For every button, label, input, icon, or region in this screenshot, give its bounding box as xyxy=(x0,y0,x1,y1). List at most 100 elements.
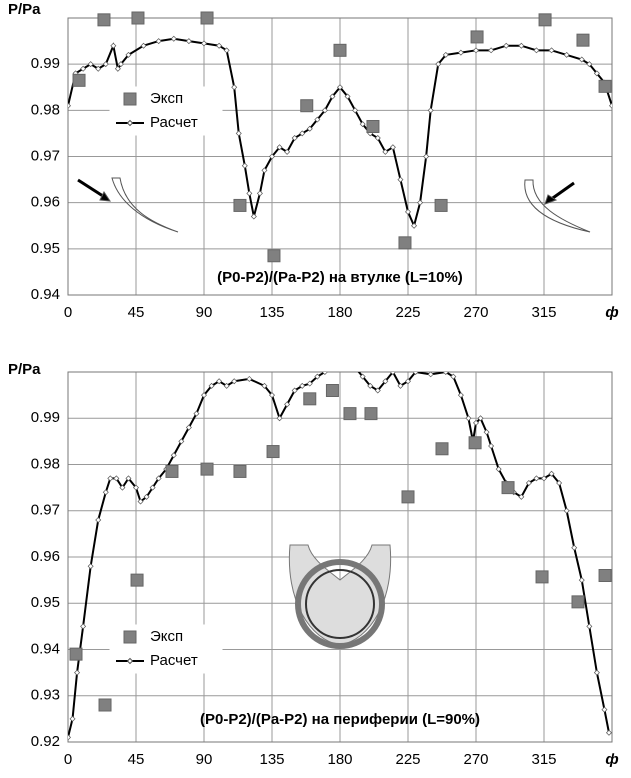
calc-point xyxy=(503,42,510,49)
calc-point xyxy=(427,372,434,378)
legend-label: Расчет xyxy=(150,114,198,131)
calc-point xyxy=(74,669,81,676)
calc-point xyxy=(359,373,366,380)
exp-point xyxy=(200,11,214,25)
exp-point xyxy=(233,464,247,478)
y-tick-label: 0.96 xyxy=(31,548,60,565)
calc-point xyxy=(185,38,192,45)
calc-point xyxy=(241,162,248,169)
calc-point xyxy=(427,107,434,114)
calc-point xyxy=(193,410,200,417)
legend-swatch-marker xyxy=(126,119,134,127)
calc-point xyxy=(593,70,600,77)
calc-point xyxy=(216,42,223,49)
calc-point xyxy=(352,107,359,114)
x-tick-label: 315 xyxy=(531,304,556,321)
y-axis-label: P/Pa xyxy=(8,1,41,18)
calc-point xyxy=(609,102,612,109)
calc-point xyxy=(397,176,404,183)
calc-point xyxy=(382,378,389,385)
plot-frame xyxy=(67,17,613,296)
calc-point xyxy=(284,401,291,408)
calc-point xyxy=(155,475,162,482)
calc-point xyxy=(261,382,268,389)
exp-point xyxy=(325,384,339,397)
calc-point xyxy=(235,130,242,137)
calc-point xyxy=(405,208,411,215)
calc-point xyxy=(276,144,283,151)
calc-point xyxy=(69,715,76,722)
calc-point xyxy=(155,38,162,45)
chart: 0.94 0.95 0.96 0.97 0.98 0.99 0 45 90 135 180 225 27… xyxy=(8,1,619,321)
legend-label: Эксп xyxy=(150,628,183,645)
exp-point xyxy=(98,698,112,712)
calc-point xyxy=(143,493,150,500)
y-tick-label: 0.95 xyxy=(31,594,60,611)
calc-point xyxy=(95,517,102,523)
calc-point xyxy=(586,61,593,68)
exp-point xyxy=(535,570,549,584)
calc-point xyxy=(338,351,343,356)
exp-point xyxy=(69,647,83,661)
calc-point xyxy=(533,475,540,482)
calc-point xyxy=(314,116,321,123)
calc-point xyxy=(518,493,525,500)
calc-point xyxy=(102,61,109,68)
calc-point xyxy=(605,729,612,736)
x-tick-label: 180 xyxy=(327,304,352,321)
annotation: (P0-P2)/(Pa-P2) на втулке (L=10%) xyxy=(217,269,463,286)
calc-point xyxy=(125,475,132,482)
calc-point xyxy=(201,40,207,47)
calc-point xyxy=(201,392,207,399)
x-tick-label: 225 xyxy=(395,304,420,321)
calc-point xyxy=(397,382,404,389)
legend-swatch xyxy=(123,630,137,644)
exp-point xyxy=(398,236,412,250)
inset-ring xyxy=(288,544,392,649)
exp-point xyxy=(130,573,144,587)
x-tick-label: 90 xyxy=(196,304,213,321)
calc-point xyxy=(80,65,87,72)
calc-point xyxy=(465,415,472,422)
exp-point xyxy=(598,79,612,93)
calc-point xyxy=(435,61,442,68)
plot-frame xyxy=(67,371,613,743)
legend: Эксп Расчет xyxy=(109,624,223,674)
legend-swatch-marker xyxy=(126,657,134,665)
calc-point xyxy=(170,35,177,42)
calc-point xyxy=(412,372,419,375)
exp-point xyxy=(434,198,448,212)
plot-area xyxy=(68,351,612,741)
calc-point xyxy=(345,356,350,361)
calc-point xyxy=(291,387,298,394)
calc-point xyxy=(344,93,351,100)
calc-point xyxy=(457,392,464,399)
inset-blade-left xyxy=(77,177,179,233)
x-tick-label: 135 xyxy=(259,304,284,321)
x-tick-label: 225 xyxy=(395,751,420,768)
annotation: (P0-P2)/(Pa-P2) на периферии (L=90%) xyxy=(200,711,480,728)
exp-point xyxy=(435,442,449,456)
calc-point xyxy=(125,51,132,58)
y-tick-label: 0.99 xyxy=(31,55,60,72)
y-tick-label: 0.94 xyxy=(31,286,60,303)
x-tick-label: 45 xyxy=(128,304,145,321)
calc-point xyxy=(107,475,114,482)
exp-point xyxy=(501,481,515,495)
calc-point xyxy=(405,378,411,385)
calc-point xyxy=(321,107,328,114)
calc-point xyxy=(548,470,555,477)
calc-point xyxy=(208,382,215,389)
calc-point xyxy=(170,452,177,459)
calc-point xyxy=(284,148,291,155)
legend-swatch xyxy=(123,92,137,106)
x-tick-label: 315 xyxy=(531,751,556,768)
calc-point xyxy=(548,47,555,54)
calc-point xyxy=(110,42,117,49)
inset-blade-right xyxy=(524,179,591,233)
y-tick-label: 0.98 xyxy=(31,101,60,118)
y-tick-label: 0.92 xyxy=(31,733,60,750)
calc-point xyxy=(578,577,585,584)
calc-point xyxy=(457,49,464,56)
